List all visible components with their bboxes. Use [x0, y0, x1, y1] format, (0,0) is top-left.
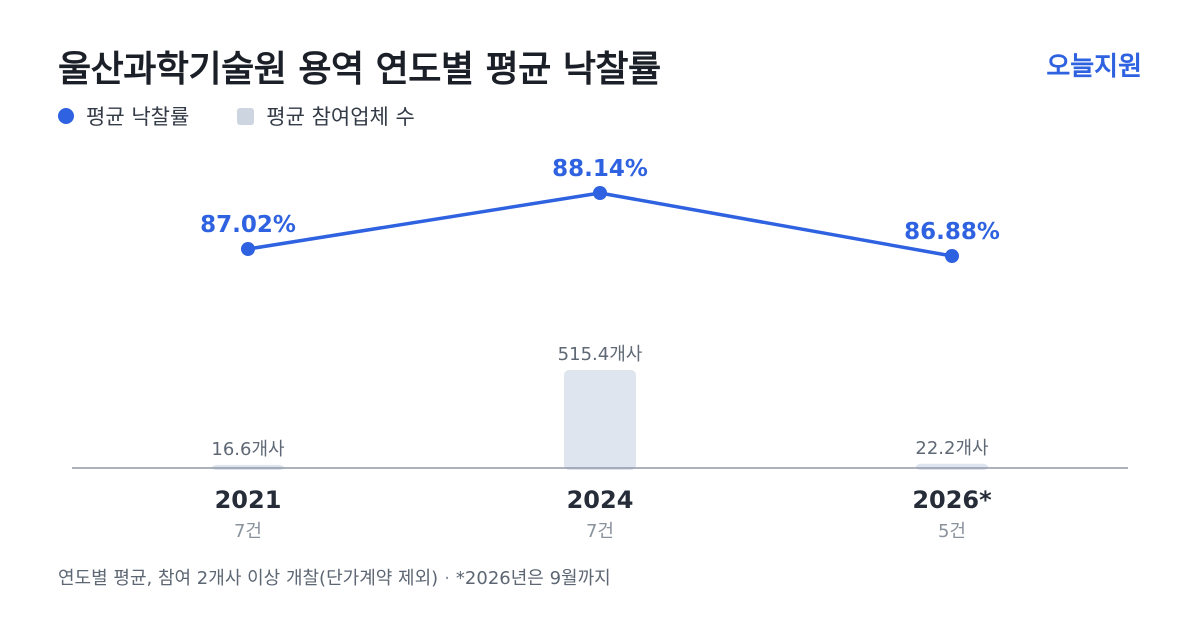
- legend-square-icon: [237, 107, 255, 125]
- x-tick-count: 7건: [586, 521, 614, 542]
- legend-dot-icon: [58, 108, 74, 124]
- chart-title: 울산과학기술원 용역 연도별 평균 낙찰률: [58, 49, 661, 90]
- bar-value-label: 515.4개사: [558, 344, 643, 365]
- rate-line: [246, 191, 954, 258]
- bar-2024: [564, 370, 636, 470]
- x-tick-count: 7건: [234, 521, 262, 542]
- footnote-separator: ·: [444, 568, 450, 589]
- bar-value-label: 16.6개사: [211, 439, 285, 460]
- chart-legend: 평균 낙찰률 평균 참여업체 수: [58, 101, 415, 131]
- rate-value-label: 87.02%: [200, 212, 296, 238]
- legend-item-participants: 평균 참여업체 수: [237, 101, 415, 131]
- x-tick-count: 5건: [938, 521, 966, 542]
- x-tick-label: 2026*: [912, 486, 992, 514]
- chart-footnote: 연도별 평균, 참여 2개사 이상 개찰(단가계약 제외) · *2026년은 9월…: [58, 564, 611, 590]
- legend-label-rate: 평균 낙찰률: [86, 105, 190, 129]
- x-tick-label: 2024: [567, 486, 634, 514]
- rate-value-label: 88.14%: [552, 156, 648, 182]
- bar-value-label: 22.2개사: [915, 438, 989, 459]
- brand-logo[interactable]: 오늘지원: [1046, 52, 1142, 82]
- legend-label-participants: 평균 참여업체 수: [266, 105, 415, 129]
- bar-2026*: [916, 463, 988, 470]
- rate-point-2021: [241, 242, 255, 256]
- footnote-note: *2026년은 9월까지: [455, 568, 611, 589]
- rate-point-2024: [593, 186, 607, 200]
- rate-point-2026*: [945, 249, 959, 263]
- legend-item-rate: 평균 낙찰률: [58, 101, 189, 131]
- x-tick-label: 2021: [215, 486, 282, 514]
- rate-value-label: 86.88%: [904, 219, 1000, 245]
- footnote-main: 연도별 평균, 참여 2개사 이상 개찰(단가계약 제외): [58, 568, 439, 589]
